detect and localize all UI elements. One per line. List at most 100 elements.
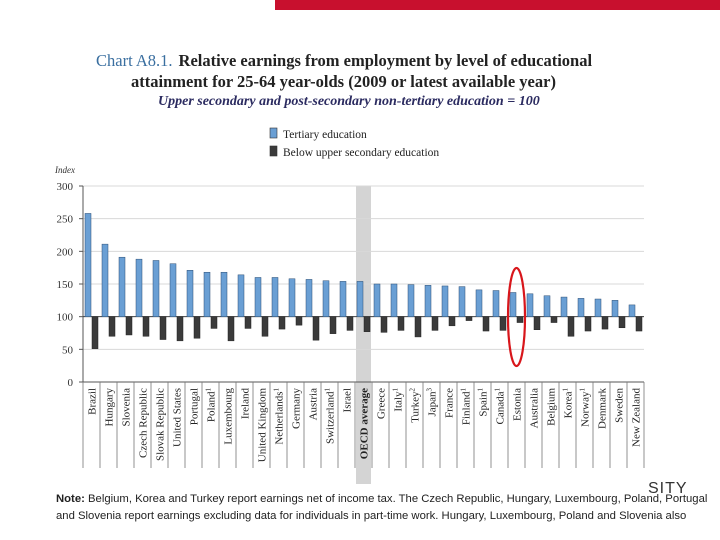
bar-below-upper-secondary	[380, 316, 388, 333]
bar-tertiary	[424, 285, 432, 317]
bar-tertiary	[186, 270, 194, 317]
category-label: Norway1	[579, 388, 592, 427]
category-label: Switzerland1	[324, 388, 337, 445]
bar-below-upper-secondary	[567, 316, 575, 337]
category-label: New Zealand	[631, 388, 643, 447]
bar-tertiary	[101, 243, 109, 317]
category-label: Slovenia	[121, 388, 133, 427]
category-label: Czech Republic	[138, 388, 150, 458]
bar-tertiary	[441, 285, 449, 317]
bar-below-upper-secondary	[635, 316, 643, 332]
cropped-slide-text: SITY	[648, 480, 688, 497]
chart-title-line2: attainment for 25-64 year-olds (2009 or …	[131, 72, 556, 91]
category-label: Australia	[529, 388, 541, 428]
category-label: Turkey2	[409, 388, 422, 423]
bar-below-upper-secondary	[363, 316, 371, 332]
category-label: Sweden	[614, 388, 626, 423]
bar-below-upper-secondary	[397, 316, 405, 331]
legend-swatch	[269, 127, 278, 139]
category-label: Hungary	[104, 388, 116, 427]
bar-tertiary	[220, 271, 228, 317]
category-label: Belgium	[546, 388, 558, 426]
category-label: Germany	[291, 388, 303, 429]
bar-tertiary	[458, 286, 466, 317]
bar-below-upper-secondary	[584, 316, 592, 332]
category-label: Brazil	[87, 388, 99, 415]
category-label: Canada1	[494, 388, 507, 425]
top-accent-bar	[275, 0, 720, 10]
note-text-line1: Belgium, Korea and Turkey report earning…	[88, 493, 708, 505]
category-label: Korea1	[562, 388, 575, 419]
bar-below-upper-secondary	[329, 316, 337, 334]
bar-below-upper-secondary	[125, 316, 133, 336]
bar-tertiary	[560, 296, 568, 317]
bar-tertiary	[390, 283, 398, 317]
legend-swatch	[269, 145, 278, 157]
bar-below-upper-secondary	[465, 316, 473, 321]
y-tick-label: 150	[57, 279, 74, 291]
category-label: Netherlands1	[273, 388, 286, 445]
bar-below-upper-secondary	[533, 316, 541, 330]
category-label: Spain1	[477, 388, 490, 417]
legend-label: Tertiary education	[283, 129, 367, 141]
category-label: United States	[172, 388, 184, 447]
bar-tertiary	[577, 298, 585, 317]
bar-tertiary	[373, 283, 381, 317]
category-label: Estonia	[512, 388, 524, 421]
bar-below-upper-secondary	[108, 316, 116, 337]
bar-below-upper-secondary	[142, 316, 150, 337]
highlight-ellipse	[506, 266, 527, 368]
bar-tertiary	[492, 290, 500, 317]
category-label: Greece	[376, 388, 388, 419]
bar-tertiary	[407, 284, 415, 317]
y-tick-label: 250	[57, 214, 74, 226]
bar-below-upper-secondary	[244, 316, 252, 329]
bar-below-upper-secondary	[482, 316, 490, 332]
bar-below-upper-secondary	[176, 316, 184, 342]
bar-tertiary	[356, 281, 364, 317]
chart-number-label: Chart A8.1.	[96, 51, 173, 70]
note-label: Note:	[56, 493, 85, 505]
bar-tertiary	[118, 256, 126, 317]
bar-below-upper-secondary	[414, 316, 422, 338]
bar-tertiary	[203, 271, 211, 317]
bar-below-upper-secondary	[499, 316, 507, 331]
y-tick-label: 200	[57, 246, 74, 258]
y-axis-label: Index	[54, 165, 75, 175]
category-label: Finland1	[460, 388, 473, 426]
category-label: Poland1	[205, 388, 218, 423]
bar-tertiary	[509, 292, 517, 317]
bar-tertiary	[594, 298, 602, 317]
category-label: Slovak Republic	[155, 388, 167, 461]
chart-note-line2: and Slovenia report earnings excluding d…	[56, 510, 687, 522]
legend-label: Below upper secondary education	[283, 147, 439, 159]
bar-tertiary	[322, 280, 330, 317]
bar-below-upper-secondary	[295, 316, 303, 326]
title-text-line1: Relative earnings from employment by lev…	[178, 51, 593, 70]
bar-tertiary	[611, 300, 619, 317]
chart-subtitle: Upper secondary and post-secondary non-t…	[158, 94, 540, 109]
category-label: Italy1	[392, 388, 405, 412]
bar-tertiary	[305, 279, 313, 317]
bar-below-upper-secondary	[193, 316, 201, 339]
bar-below-upper-secondary	[227, 316, 235, 342]
category-label: Luxembourg	[223, 388, 235, 445]
bar-tertiary	[475, 289, 483, 317]
bar-below-upper-secondary	[516, 316, 524, 323]
bar-below-upper-secondary	[312, 316, 320, 341]
bar-below-upper-secondary	[261, 316, 269, 337]
bar-tertiary	[84, 213, 92, 317]
bar-below-upper-secondary	[346, 316, 354, 331]
bar-below-upper-secondary	[550, 316, 558, 323]
category-label: Denmark	[597, 388, 609, 429]
bar-tertiary	[288, 278, 296, 317]
bar-tertiary	[628, 304, 636, 317]
category-label: Austria	[308, 388, 320, 421]
y-tick-label: 50	[62, 344, 74, 356]
bar-tertiary	[169, 263, 177, 317]
bar-tertiary	[339, 281, 347, 317]
category-label: OECD average	[359, 388, 371, 459]
y-tick-label: 0	[68, 377, 74, 389]
bar-tertiary	[237, 274, 245, 317]
